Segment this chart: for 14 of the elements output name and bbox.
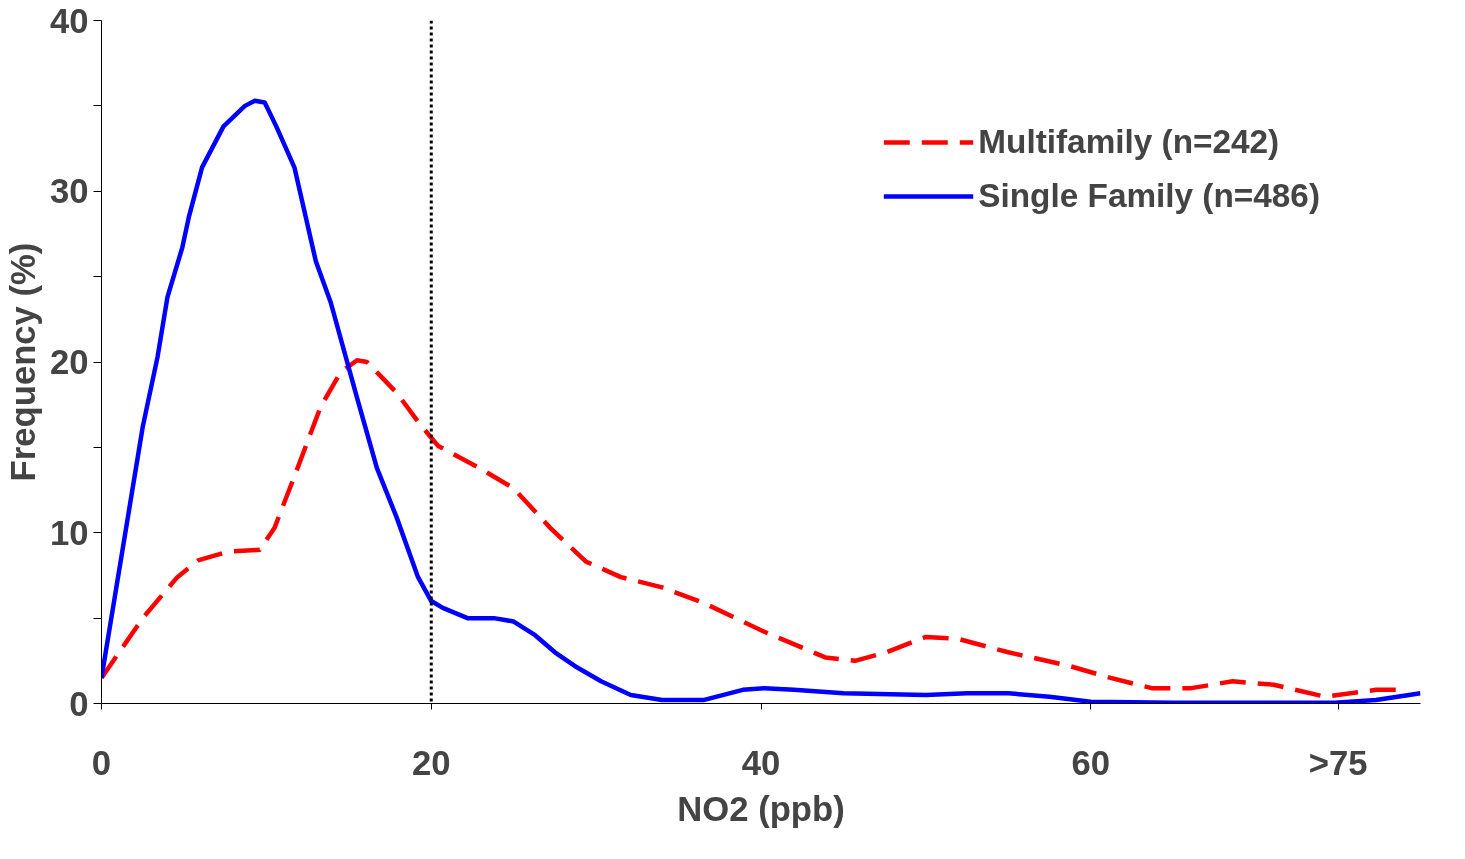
y-axis-title: Frequency (%) [3,242,42,482]
legend-label: Single Family (n=486) [978,176,1320,216]
x-tick-label: 60 [1071,743,1111,782]
y-tick-label: 30 [49,172,89,211]
x-axis-title: NO2 (ppb) [677,789,845,828]
x-tick-label: 40 [741,743,781,782]
y-tick-label: 20 [49,343,89,381]
line-series [101,358,1399,699]
x-tick-label: 20 [411,743,451,782]
y-tick-label: 0 [69,684,89,723]
y-tick-label: 40 [49,1,89,40]
x-tick-label: >75 [1308,743,1368,782]
y-tick-label: 10 [49,513,89,552]
legend-label: Multifamily (n=242) [978,122,1280,162]
